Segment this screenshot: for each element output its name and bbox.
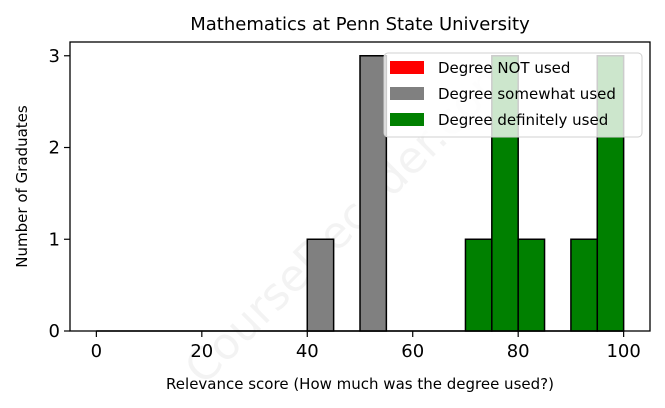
legend-entry: Degree definitely used: [438, 111, 608, 129]
y-tick-label: 2: [49, 138, 60, 159]
x-tick-label: 20: [190, 341, 213, 362]
bar-degree-definitely-used-90: [570, 238, 599, 332]
legend-entry: Degree somewhat used: [438, 85, 616, 103]
legend-swatch: [390, 87, 424, 100]
x-tick-label: 60: [401, 341, 424, 362]
legend: Degree NOT used Degree somewhat used Degre…: [383, 52, 643, 138]
legend-swatch: [390, 113, 424, 126]
plot-frame: [69, 41, 651, 332]
legend-entry: Degree NOT used: [438, 59, 570, 77]
x-tick-label: 0: [91, 341, 102, 362]
y-tick-label: 0: [49, 321, 60, 342]
x-tick-label: 100: [606, 341, 640, 362]
x-tick-label: 40: [296, 341, 319, 362]
y-axis: 0 1 2 3: [49, 46, 70, 342]
y-axis-label: Number of Graduates: [13, 105, 31, 268]
bar-degree-definitely-used-70: [464, 238, 493, 332]
x-axis: 0 20 40 60 80 100: [91, 331, 641, 362]
legend-box: [383, 52, 643, 138]
bar-degree-somewhat-used-50: [359, 55, 388, 332]
bar-degree-definitely-used-80: [517, 238, 546, 332]
x-tick-label: 80: [507, 341, 530, 362]
chart-title: Mathematics at Penn State University: [190, 14, 530, 35]
legend-swatch: [390, 61, 424, 74]
bar-degree-somewhat-used-40: [306, 238, 335, 332]
y-tick-label: 3: [49, 46, 60, 67]
y-tick-label: 1: [49, 229, 60, 250]
x-axis-label: Relevance score (How much was the degree…: [166, 375, 554, 393]
